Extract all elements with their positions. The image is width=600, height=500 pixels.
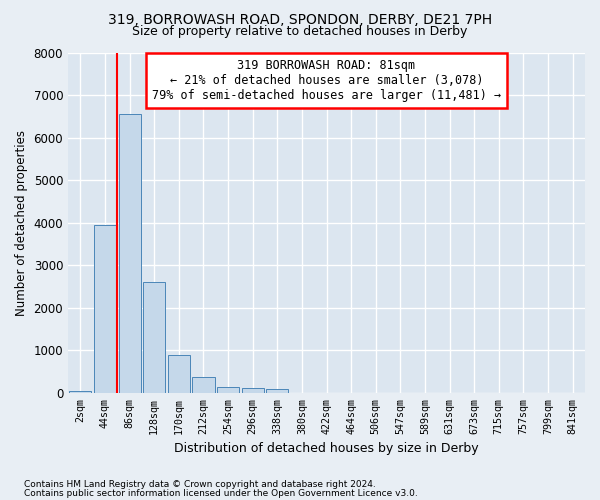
Bar bbox=[193, 376, 215, 393]
Bar bbox=[143, 282, 165, 393]
Text: 319, BORROWASH ROAD, SPONDON, DERBY, DE21 7PH: 319, BORROWASH ROAD, SPONDON, DERBY, DE2… bbox=[108, 12, 492, 26]
Bar bbox=[94, 225, 116, 393]
Text: Size of property relative to detached houses in Derby: Size of property relative to detached ho… bbox=[133, 25, 467, 38]
Text: 319 BORROWASH ROAD: 81sqm
← 21% of detached houses are smaller (3,078)
79% of se: 319 BORROWASH ROAD: 81sqm ← 21% of detac… bbox=[152, 60, 501, 102]
Text: Contains public sector information licensed under the Open Government Licence v3: Contains public sector information licen… bbox=[24, 488, 418, 498]
Text: Contains HM Land Registry data © Crown copyright and database right 2024.: Contains HM Land Registry data © Crown c… bbox=[24, 480, 376, 489]
Bar bbox=[242, 388, 264, 393]
X-axis label: Distribution of detached houses by size in Derby: Distribution of detached houses by size … bbox=[174, 442, 479, 455]
Y-axis label: Number of detached properties: Number of detached properties bbox=[15, 130, 28, 316]
Bar bbox=[217, 388, 239, 393]
Bar bbox=[168, 354, 190, 393]
Bar bbox=[266, 390, 289, 393]
Bar bbox=[119, 114, 140, 393]
Bar bbox=[69, 390, 91, 393]
